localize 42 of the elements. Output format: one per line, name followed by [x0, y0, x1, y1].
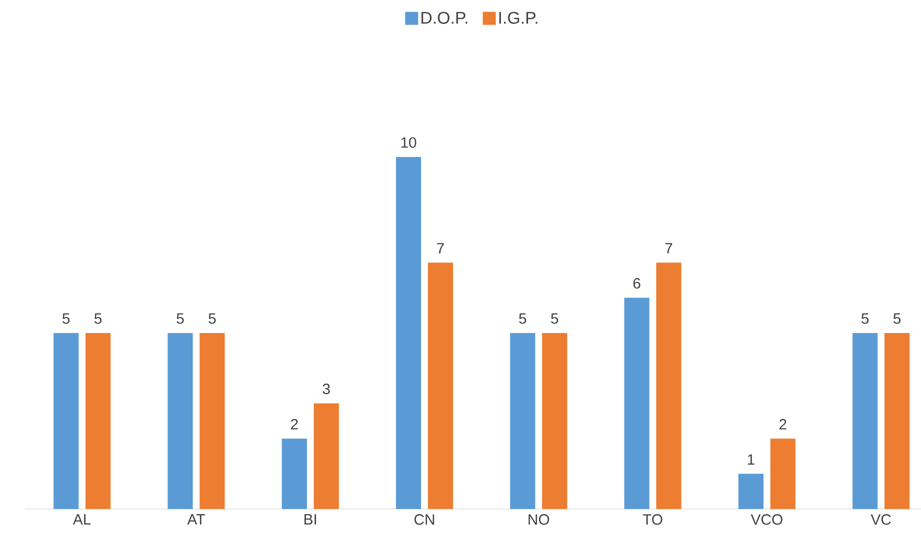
data-label: 5 [176, 313, 184, 324]
data-label: 5 [94, 313, 102, 324]
x-tick-label: AT [187, 514, 205, 524]
data-label: 7 [665, 243, 672, 254]
x-tick-label: VCO [750, 514, 782, 525]
bar [738, 474, 764, 509]
bar [54, 332, 79, 509]
data-label: 2 [779, 418, 786, 430]
bar [656, 262, 682, 509]
bar [314, 403, 339, 509]
x-tick-label: VC [870, 514, 891, 525]
x-tick-label: CN [414, 514, 434, 525]
x-tick-label: AL [72, 514, 91, 524]
bar [770, 438, 796, 509]
legend-label: I.G.P. [499, 12, 538, 24]
data-label: 5 [62, 313, 70, 324]
bar [852, 332, 878, 509]
bar [396, 156, 422, 509]
bar [510, 332, 536, 509]
bar [282, 438, 307, 509]
data-label: 2 [290, 418, 298, 430]
bar [168, 332, 193, 509]
bar [542, 332, 568, 509]
x-tick-label: NO [528, 514, 550, 525]
data-label: 3 [322, 384, 330, 394]
data-label: 7 [437, 243, 444, 254]
data-label: 6 [633, 278, 640, 289]
data-label: 5 [893, 313, 901, 324]
data-label: 5 [208, 313, 216, 324]
data-label: 5 [862, 313, 869, 324]
data-label: 10 [401, 137, 416, 148]
bar [200, 332, 225, 509]
data-label: 5 [551, 313, 558, 324]
bar [624, 298, 650, 509]
x-tick-label: BI [304, 514, 316, 524]
data-label: 5 [519, 313, 526, 324]
data-label: 1 [748, 454, 754, 465]
legend-label: D.O.P. [422, 12, 468, 24]
bar [428, 262, 454, 509]
bar [884, 332, 910, 509]
bar [85, 332, 111, 509]
x-tick-label: TO [642, 514, 662, 525]
